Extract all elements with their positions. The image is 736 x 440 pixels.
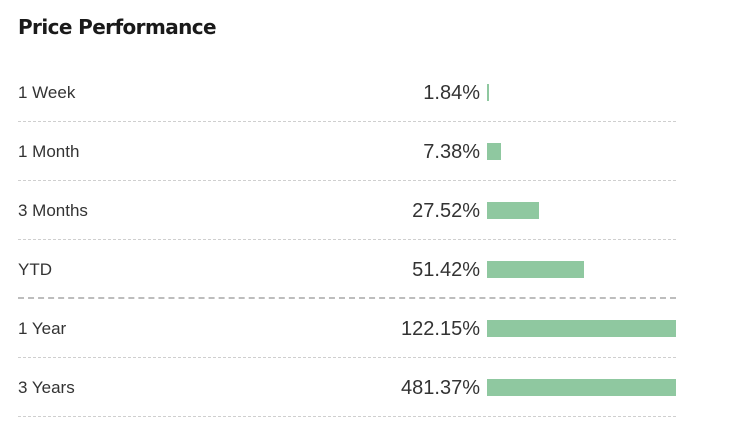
performance-row-1-week: 1 Week 1.84%: [18, 63, 676, 122]
price-performance-widget: Price Performance 1 Week 1.84% 1 Month 7…: [18, 12, 676, 417]
performance-bar: [487, 379, 676, 396]
performance-bar-track: [487, 202, 676, 219]
period-label: 1 Year: [18, 319, 67, 338]
period-label: YTD: [18, 260, 52, 279]
performance-bar-track: [487, 143, 676, 160]
widget-title: Price Performance: [18, 15, 217, 39]
performance-value: 1.84%: [423, 82, 480, 104]
performance-value: 7.38%: [423, 141, 480, 163]
performance-row-1-month: 1 Month 7.38%: [18, 122, 676, 181]
performance-bar-track: [487, 84, 676, 101]
period-label: 1 Week: [18, 83, 76, 102]
performance-value: 122.15%: [401, 318, 480, 340]
performance-row-ytd: YTD 51.42%: [18, 240, 676, 299]
performance-bar: [487, 202, 539, 219]
performance-row-3-years: 3 Years 481.37%: [18, 358, 676, 417]
performance-bar: [487, 143, 501, 160]
performance-row-1-year: 1 Year 122.15%: [18, 299, 676, 358]
performance-row-3-months: 3 Months 27.52%: [18, 181, 676, 240]
performance-bar-track: [487, 261, 676, 278]
performance-bar: [487, 320, 676, 337]
period-label: 3 Months: [18, 201, 88, 220]
performance-bar-track: [487, 320, 676, 337]
performance-bar-track: [487, 379, 676, 396]
performance-bar: [487, 261, 584, 278]
performance-value: 51.42%: [412, 259, 480, 281]
period-label: 1 Month: [18, 142, 80, 161]
period-label: 3 Years: [18, 378, 75, 397]
performance-value: 481.37%: [401, 377, 480, 399]
performance-value: 27.52%: [412, 200, 480, 222]
performance-bar: [487, 84, 489, 101]
